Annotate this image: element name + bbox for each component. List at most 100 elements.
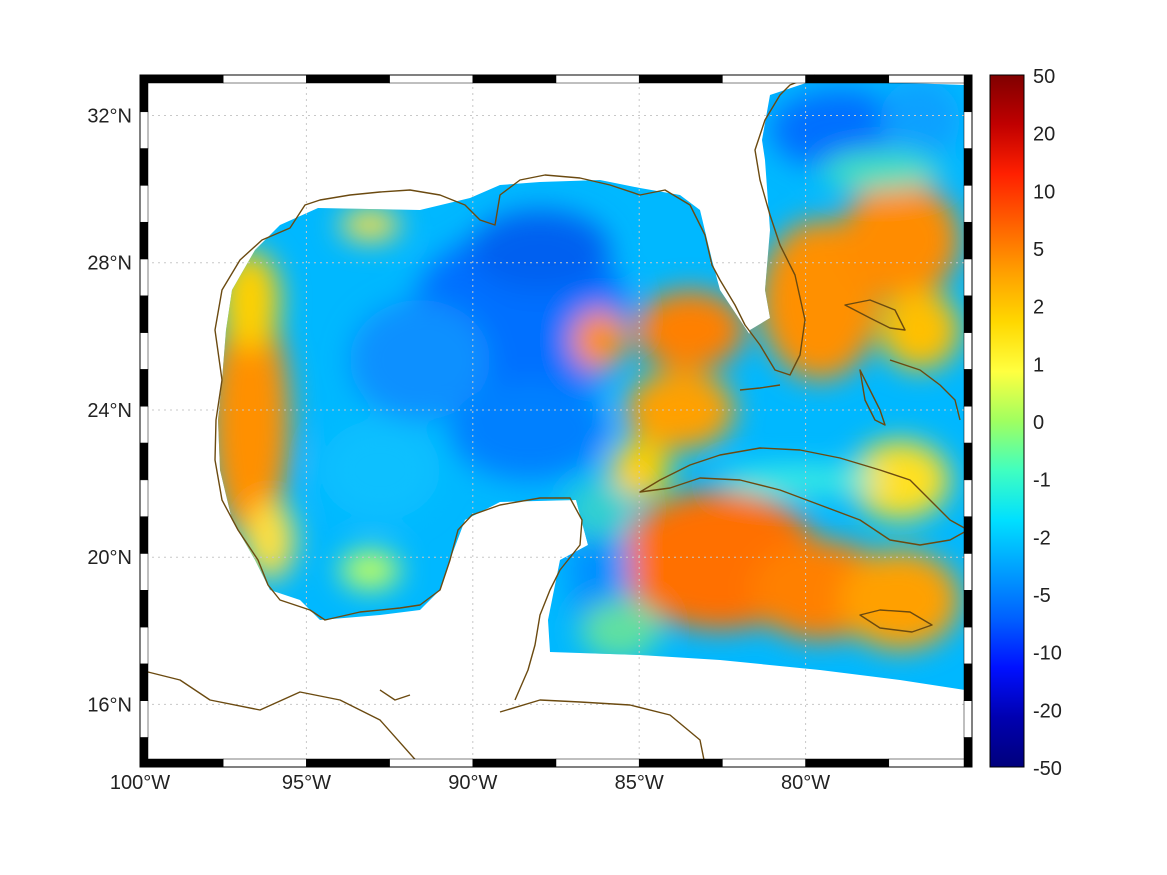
honduras-coast <box>499 699 706 766</box>
latitude-label: 32°N <box>87 105 132 127</box>
frame-band-right <box>963 626 973 665</box>
frame-band-left <box>139 369 149 407</box>
colorbar-tick-label: -50 <box>1033 758 1062 780</box>
mexico-gulf-coast <box>214 379 583 701</box>
longitude-label: 85°W <box>615 772 664 794</box>
frame-band-bottom <box>222 758 307 768</box>
map-border <box>139 74 973 768</box>
frame-band-left <box>139 516 149 554</box>
central-america-pacific-coast <box>139 669 421 766</box>
frame-band-bottom <box>472 758 557 768</box>
jamaica-coast <box>859 609 933 633</box>
latitude-label: 24°N <box>87 400 132 422</box>
frame-band-bottom <box>722 758 806 768</box>
colorbar-bar <box>990 75 1024 767</box>
bahamas-abaco <box>844 299 906 331</box>
frame-band-left <box>139 111 149 149</box>
frame-band-right <box>963 295 973 333</box>
frame-band-right <box>963 332 973 370</box>
frame-band-right <box>963 258 973 297</box>
colorbar-tick-label: 10 <box>1033 181 1055 203</box>
frame-band-bottom <box>638 758 723 768</box>
frame-band-right <box>963 700 973 738</box>
colorbar-tick-label: -2 <box>1033 527 1051 549</box>
frame-band-left <box>139 700 149 738</box>
frame-band-left <box>139 663 149 701</box>
frame-band-left <box>139 590 149 628</box>
frame-band-bottom <box>805 758 890 768</box>
frame-band-left <box>139 406 149 444</box>
longitude-label: 95°W <box>282 772 331 794</box>
yucatan-islands <box>379 689 411 701</box>
colorbar-border <box>989 74 1025 768</box>
frame-band-left <box>139 332 149 370</box>
longitude-label: 100°W <box>110 772 170 794</box>
cuba-coast <box>639 447 969 546</box>
colorbar-tick-label: -5 <box>1033 585 1051 607</box>
frame-band-left <box>139 737 149 768</box>
latitude-labels: 32°N 28°N 24°N 20°N 16°N <box>87 105 132 716</box>
frame-band-bottom <box>306 758 390 768</box>
frame-band-left <box>139 442 149 481</box>
frame-band-top <box>306 74 390 84</box>
frame-band-bottom <box>139 758 224 768</box>
grid-lines <box>139 75 972 767</box>
frame-band-right <box>963 553 973 591</box>
frame-band-top <box>472 74 557 84</box>
frame-band-right <box>963 442 973 481</box>
frame-band-right <box>963 148 973 186</box>
field-blobs <box>218 80 960 660</box>
frame-band-right <box>963 111 973 149</box>
frame-band-right <box>963 74 973 113</box>
frame-band-right <box>963 479 973 517</box>
frame-band-left <box>139 553 149 591</box>
frame-band-left <box>139 295 149 333</box>
frame-band-left <box>139 185 149 223</box>
longitude-label: 80°W <box>781 772 830 794</box>
florida-keys <box>739 384 781 391</box>
map-plot-area: 100°W 95°W 90°W 85°W 80°W 32°N 28°N 24°N 20°N 16… <box>87 74 973 794</box>
frame-band-top <box>888 74 973 84</box>
frame-band-top <box>389 74 474 84</box>
latitude-label: 16°N <box>87 694 132 716</box>
frame-band-right <box>963 221 973 260</box>
colorbar-tick-label: -20 <box>1033 700 1062 722</box>
frame-band-left <box>139 221 149 260</box>
frame-band-right <box>963 369 973 407</box>
colorbar-tick-label: -1 <box>1033 470 1051 492</box>
frame-band-right <box>963 406 973 444</box>
colorbar-tick-label: 1 <box>1033 354 1044 376</box>
colorbar-tick-label: 0 <box>1033 412 1044 434</box>
frame-band-bottom <box>389 758 474 768</box>
colorbar-tick-label: 20 <box>1033 124 1055 146</box>
frame-band-top <box>638 74 723 84</box>
frame-band-top <box>722 74 806 84</box>
us-gulf-coast <box>214 74 816 381</box>
colorbar-tick-label: 50 <box>1033 66 1055 88</box>
colorbar-tick-label: -10 <box>1033 643 1062 665</box>
frame-band-left <box>139 74 149 113</box>
colorbar-tick-label: 5 <box>1033 239 1044 261</box>
frame-band-right <box>963 663 973 701</box>
longitude-label: 90°W <box>448 772 497 794</box>
frame-band-left <box>139 258 149 297</box>
frame-band-top <box>139 74 224 84</box>
frame-band-right <box>963 737 973 768</box>
frame-band-bottom <box>555 758 640 768</box>
frame-band-top <box>222 74 307 84</box>
frame-band-left <box>139 148 149 186</box>
bahamas-chain <box>889 359 961 421</box>
longitude-labels: 100°W 95°W 90°W 85°W 80°W <box>110 772 830 794</box>
map-frame <box>139 74 973 768</box>
latitude-label: 28°N <box>87 253 132 275</box>
frame-band-top <box>555 74 640 84</box>
frame-band-right <box>963 590 973 628</box>
frame-band-left <box>139 479 149 517</box>
frame-band-right <box>963 185 973 223</box>
frame-band-right <box>963 516 973 554</box>
frame-band-bottom <box>888 758 973 768</box>
frame-band-left <box>139 626 149 665</box>
coastlines <box>139 74 969 766</box>
